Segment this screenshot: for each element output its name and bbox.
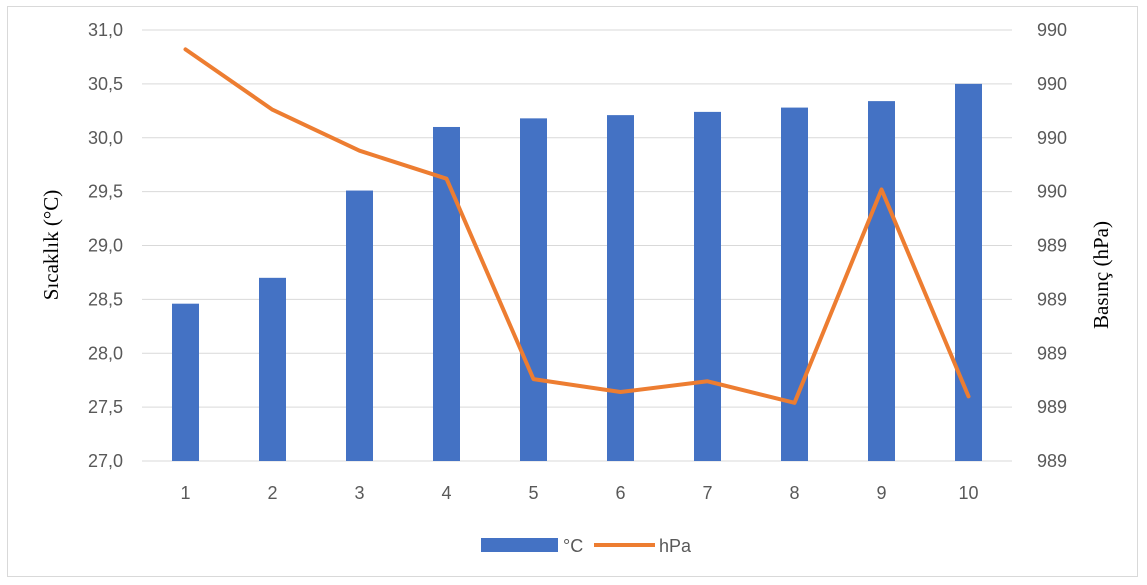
x-tick-label: 5 xyxy=(528,483,538,503)
line-series xyxy=(183,47,971,405)
y-tick-label: 28,5 xyxy=(88,289,123,309)
y2-tick-label: 989 xyxy=(1037,343,1067,363)
y2-tick-label: 989 xyxy=(1037,289,1067,309)
y-tick-label: 31,0 xyxy=(88,20,123,40)
x-tick-label: 6 xyxy=(615,483,625,503)
chart-frame xyxy=(7,6,1138,577)
x-tick-label: 8 xyxy=(789,483,799,503)
y-tick-label: 29,0 xyxy=(88,236,123,256)
gridlines xyxy=(142,29,1012,462)
y2-tick-label: 989 xyxy=(1037,236,1067,256)
bar xyxy=(172,303,199,461)
y2-tick-label: 990 xyxy=(1037,182,1067,202)
legend-label-celsius: °C xyxy=(563,536,583,556)
bar xyxy=(259,277,286,461)
left-axis-title: Sıcaklık (°C) xyxy=(39,190,63,300)
legend-swatch-celsius xyxy=(481,538,558,552)
y-tick-label: 28,0 xyxy=(88,343,123,363)
right-axis-ticks: 989 989 989 989 989 990 990 990 990 xyxy=(1037,20,1067,471)
bar-series xyxy=(172,83,982,462)
bar xyxy=(607,115,634,461)
y-tick-label: 29,5 xyxy=(88,182,123,202)
y2-tick-label: 990 xyxy=(1037,74,1067,94)
x-tick-label: 9 xyxy=(876,483,886,503)
y-tick-label: 27,0 xyxy=(88,451,123,471)
bar xyxy=(781,107,808,461)
bar xyxy=(520,118,547,461)
y2-tick-label: 989 xyxy=(1037,451,1067,471)
y2-tick-label: 990 xyxy=(1037,20,1067,40)
y2-tick-label: 990 xyxy=(1037,128,1067,148)
left-axis-ticks: 27,0 27,5 28,0 28,5 29,0 29,5 30,0 30,5 31,0 xyxy=(88,20,123,471)
x-tick-label: 3 xyxy=(354,483,364,503)
legend: °C hPa xyxy=(481,536,692,556)
y-tick-label: 30,5 xyxy=(88,74,123,94)
y-tick-label: 30,0 xyxy=(88,128,123,148)
x-tick-label: 1 xyxy=(180,483,190,503)
y2-tick-label: 989 xyxy=(1037,397,1067,417)
y-tick-label: 27,5 xyxy=(88,397,123,417)
pressure-line xyxy=(183,47,971,405)
x-axis-ticks: 1 2 3 4 5 6 7 8 9 10 xyxy=(180,483,978,503)
x-tick-label: 2 xyxy=(267,483,277,503)
x-tick-label: 10 xyxy=(958,483,978,503)
bar xyxy=(346,190,373,462)
right-axis-title: Basınç (hPa) xyxy=(1089,221,1113,329)
bar xyxy=(694,111,721,461)
legend-label-hpa: hPa xyxy=(659,536,692,556)
bar xyxy=(955,83,982,461)
x-tick-label: 4 xyxy=(441,483,451,503)
bar xyxy=(868,101,895,462)
x-tick-label: 7 xyxy=(702,483,712,503)
